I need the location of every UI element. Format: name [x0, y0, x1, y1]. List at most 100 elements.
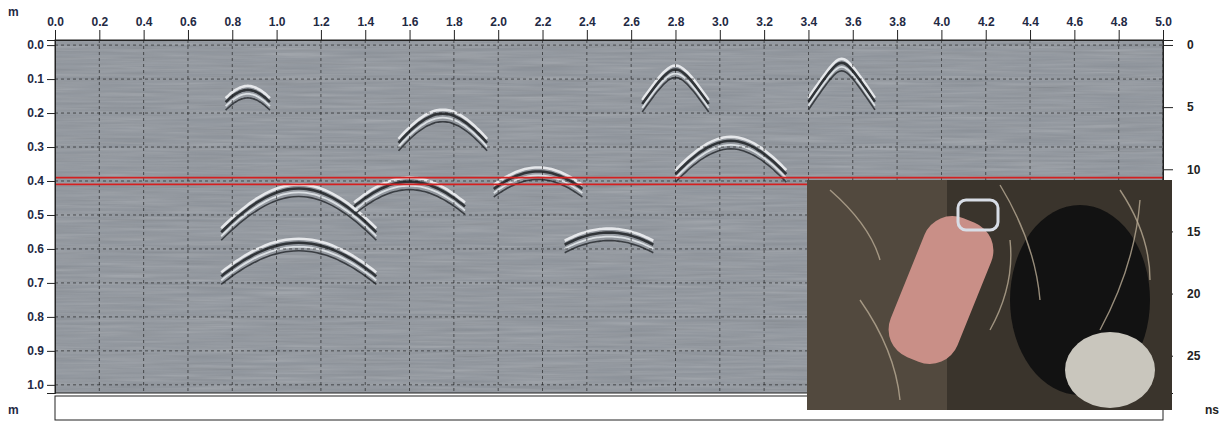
tick-mark — [277, 30, 278, 40]
grid-line — [55, 79, 1163, 80]
tick: 0.6 — [180, 15, 197, 40]
tick-label: 0.4 — [27, 174, 44, 188]
tick: 4.8 — [1111, 15, 1128, 40]
tick-mark — [1119, 30, 1120, 40]
tick-label: 1.8 — [446, 15, 463, 29]
tick-mark — [47, 385, 55, 386]
tick: 4.0 — [934, 15, 951, 40]
tick-label: 4.2 — [978, 15, 995, 29]
tick-mark — [897, 30, 898, 40]
grid-line — [453, 40, 454, 393]
tick-label: 5.0 — [1155, 15, 1172, 29]
reflection — [675, 145, 786, 178]
tick-label: 25 — [1187, 349, 1201, 363]
grid-line — [99, 40, 100, 393]
tick: 3.4 — [801, 15, 818, 40]
tick-label: 15 — [1187, 225, 1201, 239]
reflection — [675, 141, 786, 174]
tick: 2.6 — [623, 15, 640, 40]
tick: 4.2 — [978, 15, 995, 40]
photo-root — [990, 240, 1011, 330]
grid-line — [187, 40, 188, 393]
photo-stone — [1065, 332, 1155, 408]
tick-mark — [986, 30, 987, 40]
tick: 1.2 — [313, 15, 330, 40]
tick-mark — [631, 30, 632, 40]
grid-line — [586, 40, 587, 393]
tick: 0.4 — [136, 15, 153, 40]
grid-line — [232, 40, 233, 393]
tick-mark — [675, 30, 676, 40]
reflection — [808, 67, 874, 106]
tick-mark — [47, 249, 55, 250]
tick-mark — [47, 317, 55, 318]
tick-mark — [808, 30, 809, 40]
y-axis: 0.00.10.20.30.40.50.60.70.80.91.0 — [27, 38, 55, 393]
tick: 5 — [1163, 100, 1194, 114]
axis-line — [56, 30, 1164, 41]
grid-line — [409, 40, 410, 393]
grid-line — [320, 40, 321, 393]
tick-label: 1.6 — [402, 15, 419, 29]
tick: 0.2 — [27, 106, 55, 120]
tick-mark — [543, 30, 544, 40]
tick-label: 0.0 — [27, 38, 44, 52]
x-axis: 0.00.20.40.60.81.01.21.41.61.82.02.22.42… — [47, 15, 1172, 41]
tick: 3.2 — [756, 15, 773, 40]
reflection — [221, 247, 376, 281]
tick: 0.8 — [224, 15, 241, 40]
tick-label: 0.9 — [27, 344, 44, 358]
tick-label: 3.8 — [889, 15, 906, 29]
tick: 2.2 — [535, 15, 552, 40]
tick: 0.0 — [47, 15, 64, 40]
tick-label: 0.6 — [27, 242, 44, 256]
tick-label: 4.6 — [1067, 15, 1084, 29]
tick-label: 2.4 — [579, 15, 596, 29]
tick: 3.0 — [712, 15, 729, 40]
photo-root — [1100, 200, 1140, 330]
tick: 1.6 — [402, 15, 419, 40]
y-label: m — [8, 5, 19, 19]
tick-mark — [99, 30, 100, 40]
tick-label: 0.5 — [27, 208, 44, 222]
tick-mark — [1163, 30, 1164, 40]
tick: 3.8 — [889, 15, 906, 40]
tick-mark — [1163, 107, 1173, 108]
tick: 0.2 — [91, 15, 108, 40]
tick-label: 0.2 — [27, 106, 44, 120]
reflection — [398, 122, 487, 151]
tick: 4.6 — [1067, 15, 1084, 40]
tick-mark — [47, 215, 55, 216]
tick-mark — [47, 79, 55, 80]
grid-line — [675, 40, 676, 393]
tick: 5.0 — [1155, 15, 1172, 40]
tick-mark — [1163, 169, 1173, 170]
tick-mark — [47, 283, 55, 284]
tick-label: 0.1 — [27, 72, 44, 86]
tick: 0.4 — [27, 174, 55, 188]
tick: 1.0 — [27, 378, 55, 392]
axis-line — [47, 41, 56, 394]
tick-label: 0.2 — [91, 15, 108, 29]
tick-label: 2.2 — [535, 15, 552, 29]
tick: 0.8 — [27, 310, 55, 324]
tick: 0.9 — [27, 344, 55, 358]
reflection — [221, 192, 376, 236]
grid-line — [55, 147, 1163, 148]
tick-label: 20 — [1187, 287, 1201, 301]
highlight-line — [55, 177, 1163, 179]
photo-root — [860, 300, 900, 400]
reflection — [221, 188, 376, 232]
tick-label: 2.6 — [623, 15, 640, 29]
tick: 0 — [1163, 38, 1194, 52]
tick-label: 0 — [1187, 38, 1194, 52]
grid-line — [542, 40, 543, 393]
tick-label: 1.0 — [269, 15, 286, 29]
tick: 1.8 — [446, 15, 463, 40]
photo-clamp — [958, 200, 998, 230]
tick: 3.6 — [845, 15, 862, 40]
tick-label: 2.0 — [490, 15, 507, 29]
tick-mark — [188, 30, 189, 40]
tick: 4.4 — [1022, 15, 1039, 40]
reflection — [221, 243, 376, 277]
